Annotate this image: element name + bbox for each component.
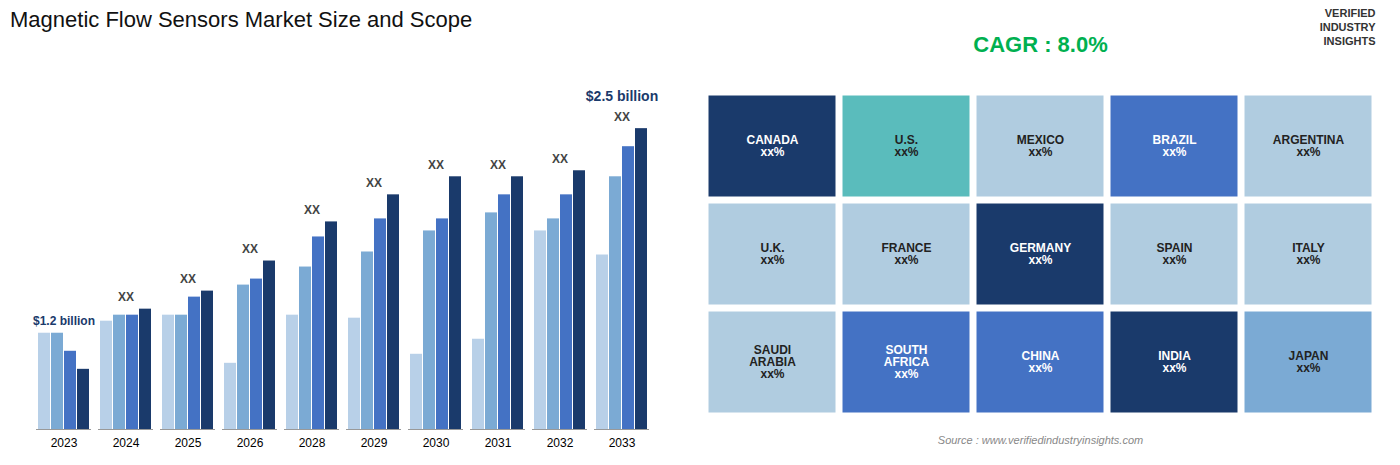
svg-text:ARGENTINAxx%: ARGENTINAxx%: [1273, 133, 1345, 159]
svg-text:GERMANYxx%: GERMANYxx%: [1010, 241, 1071, 267]
svg-text:MEXICOxx%: MEXICOxx%: [1017, 133, 1064, 159]
svg-text:JAPANxx%: JAPANxx%: [1289, 349, 1329, 375]
svg-text:2024: 2024: [113, 436, 140, 450]
svg-text:XX: XX: [242, 242, 258, 256]
svg-text:2029: 2029: [361, 436, 388, 450]
svg-text:SOUTHAFRICAxx%: SOUTHAFRICAxx%: [884, 343, 930, 381]
svg-text:XX: XX: [428, 158, 444, 172]
svg-text:FRANCExx%: FRANCExx%: [882, 241, 932, 267]
svg-text:XX: XX: [552, 152, 568, 166]
svg-text:$1.2 billion: $1.2 billion: [33, 314, 95, 328]
svg-text:2028: 2028: [299, 436, 326, 450]
svg-text:2033: 2033: [609, 436, 636, 450]
svg-text:2030: 2030: [423, 436, 450, 450]
svg-text:SAUDIARABIAxx%: SAUDIARABIAxx%: [749, 343, 796, 381]
svg-text:Source : www.verifiedindustryi: Source : www.verifiedindustryinsights.co…: [938, 434, 1143, 446]
svg-text:XX: XX: [118, 290, 134, 304]
svg-text:2025: 2025: [175, 436, 202, 450]
svg-text:VERIFIEDINDUSTRYINSIGHTS: VERIFIEDINDUSTRYINSIGHTS: [1320, 7, 1376, 48]
svg-text:U.K.xx%: U.K.xx%: [760, 241, 784, 267]
svg-text:2023: 2023: [51, 436, 78, 450]
svg-text:XX: XX: [614, 110, 630, 124]
svg-text:XX: XX: [180, 272, 196, 286]
svg-text:XX: XX: [304, 203, 320, 217]
svg-text:INDIAxx%: INDIAxx%: [1158, 349, 1191, 375]
svg-text:SPAINxx%: SPAINxx%: [1157, 241, 1193, 267]
svg-text:CANADAxx%: CANADAxx%: [747, 133, 799, 159]
svg-text:2026: 2026: [237, 436, 264, 450]
svg-text:2032: 2032: [547, 436, 574, 450]
svg-text:CAGR : 8.0%: CAGR : 8.0%: [973, 32, 1107, 57]
svg-text:U.S.xx%: U.S.xx%: [894, 133, 918, 159]
svg-text:CHINAxx%: CHINAxx%: [1022, 349, 1060, 375]
svg-text:XX: XX: [366, 176, 382, 190]
svg-text:BRAZILxx%: BRAZILxx%: [1153, 133, 1197, 159]
html-text:Magnetic Flow Sensors Market S: Magnetic Flow Sensors Market Size and Sc…: [10, 7, 473, 32]
svg-text:$2.5 billion: $2.5 billion: [586, 88, 658, 104]
svg-text:ITALYxx%: ITALYxx%: [1292, 241, 1325, 267]
svg-text:XX: XX: [490, 158, 506, 172]
svg-text:2031: 2031: [485, 436, 512, 450]
